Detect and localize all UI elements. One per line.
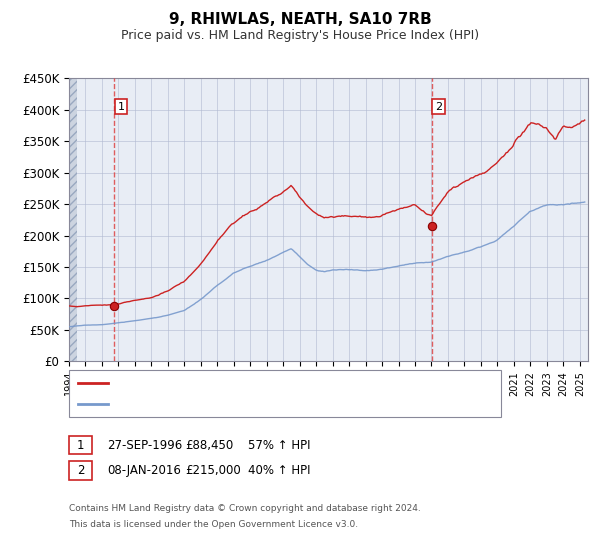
Text: Price paid vs. HM Land Registry's House Price Index (HPI): Price paid vs. HM Land Registry's House … [121,29,479,42]
Text: HPI: Average price, detached house, Neath Port Talbot: HPI: Average price, detached house, Neat… [114,399,416,409]
Text: 40% ↑ HPI: 40% ↑ HPI [248,464,310,477]
Text: £88,450: £88,450 [185,438,233,452]
Text: 2: 2 [435,102,442,111]
Text: £215,000: £215,000 [185,464,241,477]
Text: Contains HM Land Registry data © Crown copyright and database right 2024.: Contains HM Land Registry data © Crown c… [69,504,421,513]
Text: 2: 2 [77,464,84,477]
Text: 9, RHIWLAS, NEATH, SA10 7RB (detached house): 9, RHIWLAS, NEATH, SA10 7RB (detached ho… [114,378,388,388]
Text: 08-JAN-2016: 08-JAN-2016 [107,464,181,477]
Bar [69,78,77,361]
Text: 1: 1 [77,438,84,452]
Text: 1: 1 [118,102,124,111]
Text: This data is licensed under the Open Government Licence v3.0.: This data is licensed under the Open Gov… [69,520,358,529]
Text: 9, RHIWLAS, NEATH, SA10 7RB: 9, RHIWLAS, NEATH, SA10 7RB [169,12,431,27]
Text: 27-SEP-1996: 27-SEP-1996 [107,438,182,452]
Text: 57% ↑ HPI: 57% ↑ HPI [248,438,310,452]
